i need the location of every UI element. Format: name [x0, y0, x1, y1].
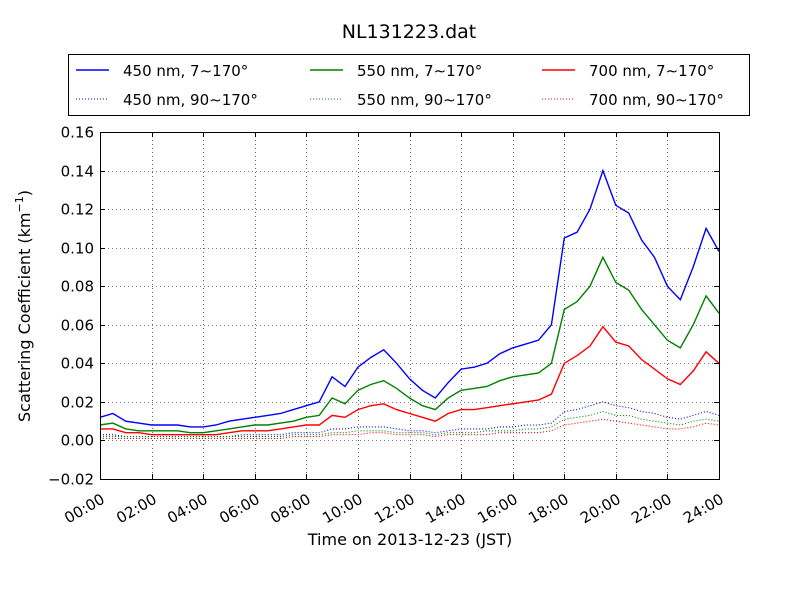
- x-tick-label: 22:00: [628, 490, 674, 527]
- x-tick-label: 00:00: [61, 490, 107, 527]
- y-tick-label: −0.02: [48, 471, 94, 489]
- series-line-5: [100, 418, 720, 440]
- x-tick-label: 02:00: [113, 490, 159, 527]
- y-tick-label: 0.10: [61, 240, 94, 258]
- series-line-1: [100, 401, 720, 438]
- x-tick-label: 06:00: [216, 490, 262, 527]
- legend-box: [68, 54, 750, 116]
- y-tick-label: 0.04: [61, 355, 94, 373]
- y-tick-label: 0.12: [61, 201, 94, 219]
- legend-label-3: 550 nm, 90∼170°: [357, 91, 492, 109]
- y-tick-label: 0.16: [61, 124, 94, 142]
- x-tick-label: 12:00: [371, 490, 417, 527]
- legend-label-4: 700 nm, 7∼170°: [589, 62, 714, 80]
- legend-label-2: 550 nm, 7∼170°: [357, 62, 482, 80]
- x-tick-label: 04:00: [164, 490, 210, 527]
- y-axis-label: Scattering Coefficient (km−1): [13, 190, 34, 422]
- x-tick-label: 08:00: [267, 490, 313, 527]
- y-axis-label-end: ): [15, 190, 34, 196]
- y-tick-label: 0.00: [61, 432, 94, 450]
- y-axis-label-main: Scattering Coefficient (km: [15, 212, 34, 422]
- x-tick-labels: 00:00 02:00 04:00 06:00 08:00 10:00 12:00 14:00…: [61, 490, 726, 527]
- x-tick-label: 16:00: [474, 490, 520, 527]
- x-axis-label: Time on 2013-12-23 (JST): [307, 530, 512, 549]
- series-line-4: [100, 325, 720, 436]
- y-tick-label: 0.06: [61, 317, 94, 335]
- y-tick-label: 0.02: [61, 394, 94, 412]
- y-tick-labels: −0.02 0.00 0.02 0.04 0.06 0.08 0.10 0.12 0.14 0.1…: [48, 124, 94, 489]
- y-axis-label-sup: −1: [13, 196, 26, 212]
- series-line-0: [99, 168, 720, 428]
- legend-label-1: 450 nm, 90∼170°: [123, 91, 258, 109]
- y-tick-label: 0.14: [61, 163, 94, 181]
- chart-title: NL131223.dat: [342, 21, 477, 43]
- legend-label-0: 450 nm, 7∼170°: [123, 62, 248, 80]
- x-tick-label: 20:00: [577, 490, 623, 527]
- legend-label-5: 700 nm, 90∼170°: [589, 91, 724, 109]
- x-tick-label: 18:00: [525, 490, 571, 527]
- legend: 450 nm, 7∼170° 550 nm, 7∼170° 700 nm, 7∼17…: [68, 54, 750, 116]
- y-tick-label: 0.08: [61, 278, 94, 296]
- x-tick-label: 14:00: [422, 490, 468, 527]
- x-tick-label: 10:00: [319, 490, 365, 527]
- x-tick-label: 24:00: [680, 490, 726, 527]
- series-layer: [99, 168, 720, 440]
- series-line-2: [99, 255, 720, 434]
- ticks: [100, 132, 720, 480]
